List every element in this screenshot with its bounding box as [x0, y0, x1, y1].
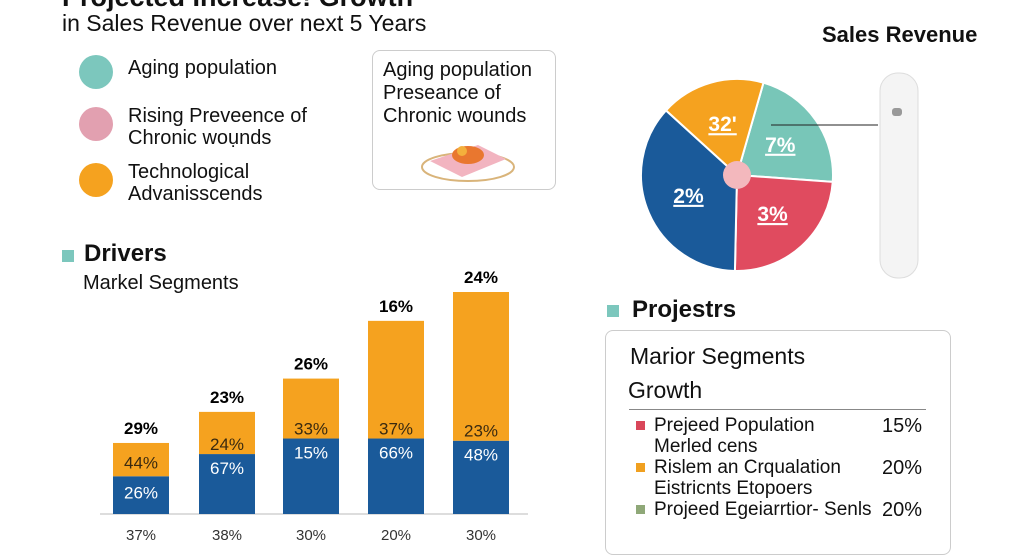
bar-label-blue: 26% [124, 483, 158, 502]
projections-bullet [607, 305, 619, 317]
pie-slice [733, 173, 834, 272]
bar-segment-blue [368, 438, 424, 514]
bar-label-orange: 23% [464, 422, 498, 441]
segment-row-label: Prejeed Population Merled cens [654, 415, 815, 457]
bar-label-blue: 66% [379, 444, 413, 463]
bar-segment-blue [199, 454, 255, 514]
bar-label-orange: 44% [124, 453, 158, 472]
pie-slice [735, 81, 834, 183]
segment-row-value: 20% [882, 499, 923, 521]
pie-slice [640, 109, 739, 273]
row-bullet [636, 463, 645, 472]
bar-segment-orange [453, 292, 509, 441]
segments-title: Marior Segments [630, 343, 806, 369]
pie-slice-label: 3% [757, 203, 788, 226]
page-subtitle: in Sales Revenue over next 5 Years [62, 10, 427, 36]
segments-card: Marior Segments Growth Prejeed Populatio… [605, 330, 951, 555]
projections-heading: Projestrs [632, 296, 737, 323]
drivers-heading: Drivers [84, 240, 167, 267]
drivers-bullet [62, 250, 74, 262]
divider [629, 409, 926, 410]
x-tick-label: 30% [466, 527, 496, 544]
x-tick-label: 38% [212, 527, 242, 544]
wound-care-device-icon [879, 72, 919, 279]
segment-row-label: Projeed Egeiarrtior- Senls [654, 499, 872, 520]
bar-total-label: 23% [210, 388, 244, 407]
pie-chart: 7% 3% 2% 32' [640, 72, 919, 279]
device-button [892, 108, 902, 116]
pie-slice-label: 32' [708, 113, 736, 136]
segments-subtitle: Growth [628, 377, 703, 403]
bar-label-blue: 15% [294, 444, 328, 463]
bar-label-blue: 48% [464, 446, 498, 465]
bar-label-orange: 24% [210, 435, 244, 454]
row-bullet [636, 421, 645, 430]
bar-label-orange: 37% [379, 420, 413, 439]
stacked-bar-chart: 26% 44% 29% 37% 67% 24% 23% 38% 15% 33% 26% 30% 66% 3… [100, 268, 528, 544]
legend-dot-chronic [79, 107, 113, 141]
bar-total-label: 24% [464, 268, 498, 287]
bar-label-blue: 67% [210, 459, 244, 478]
bar-segment-blue [283, 438, 339, 514]
pie-slice [664, 78, 765, 177]
legend-label-tech: Technological Advanisscends [128, 161, 263, 205]
drivers-subheading: Markel Segments [83, 272, 239, 294]
bar-segment-blue [113, 476, 169, 514]
legend-dot-tech [79, 163, 113, 197]
bar-segment-orange [283, 378, 339, 439]
page-title: Projected Increase! Growth [62, 0, 413, 11]
pie-slice-label: 7% [765, 134, 796, 157]
bar-segment-orange [368, 320, 424, 439]
bar-total-label: 16% [379, 297, 413, 316]
bar-total-label: 29% [124, 419, 158, 438]
bar-segment-orange [199, 411, 255, 455]
x-tick-label: 20% [381, 527, 411, 544]
wound-center-icon [723, 161, 751, 189]
row-bullet [636, 505, 645, 514]
legend-label-chronic: Rising Preveence of Chronic woụnds [128, 105, 307, 149]
bar-segment-orange [113, 442, 169, 477]
x-tick-label: 30% [296, 527, 326, 544]
segment-row-value: 20% [882, 457, 923, 479]
callout-card: Aging population Preseance of Chronic wo… [372, 50, 556, 190]
pie-slice-label: 2% [673, 185, 704, 208]
bar-total-label: 26% [294, 355, 328, 374]
callout-text: Aging population Preseance of Chronic wo… [383, 59, 533, 127]
x-tick-label: 37% [126, 527, 156, 544]
bar-label-orange: 33% [294, 420, 328, 439]
segment-row-label: Rislem an Crqualation Eistricnts Etopoer… [654, 457, 841, 499]
wound-dressing-icon [421, 145, 515, 182]
pie-title: Sales Revenue [822, 22, 978, 47]
legend-label-aging: Aging population [128, 57, 278, 79]
device-body [879, 72, 919, 279]
bar-segment-blue [453, 440, 509, 514]
segment-row-value: 15% [882, 415, 923, 437]
legend-dot-aging [79, 55, 113, 89]
